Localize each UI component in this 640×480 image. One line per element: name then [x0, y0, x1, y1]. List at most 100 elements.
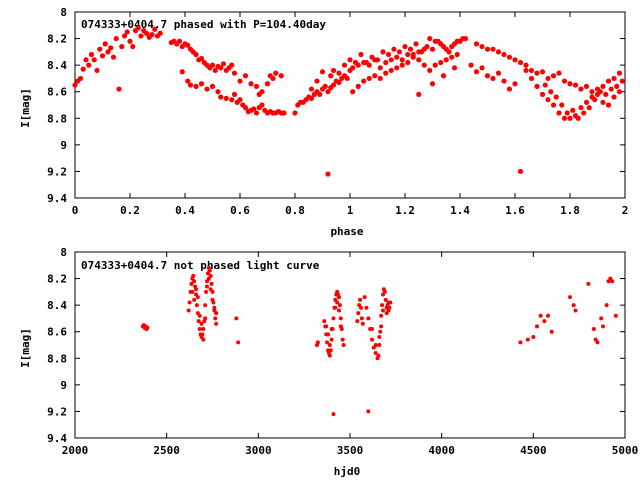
phased-data-point — [127, 38, 133, 44]
phased-data-point — [135, 25, 141, 31]
unphased-data-point — [234, 316, 239, 321]
phased-data-point — [193, 83, 199, 89]
unphased-x-axis-label: hjd0 — [334, 465, 361, 478]
phased-data-point — [319, 69, 326, 75]
phased-data-point — [179, 69, 185, 75]
phased-data-point — [355, 62, 361, 68]
unphased-y-tick-label: 9 — [60, 379, 67, 392]
unphased-data-point — [383, 297, 388, 302]
unphased-data-point — [599, 316, 604, 321]
phased-data-point — [124, 29, 130, 35]
phased-data-point — [336, 70, 342, 76]
phased-data-point — [619, 78, 625, 84]
unphased-data-point — [192, 279, 197, 284]
unphased-data-point — [382, 289, 387, 294]
unphased-data-point — [338, 316, 343, 321]
phased-data-point — [572, 82, 579, 88]
phased-data-point — [553, 94, 559, 100]
unphased-data-point — [315, 340, 320, 345]
phased-data-point — [556, 70, 562, 76]
unphased-data-point — [210, 297, 215, 302]
unphased-data-point — [531, 335, 536, 340]
phased-data-point — [355, 83, 361, 89]
phased-data-point — [264, 81, 271, 87]
phased-data-point — [473, 41, 480, 47]
unphased-data-point — [331, 412, 336, 417]
unphased-data-point — [214, 321, 219, 326]
phased-data-point — [116, 86, 122, 92]
phased-data-point — [292, 110, 298, 116]
phased-data-point — [350, 65, 356, 71]
phased-data-point — [198, 55, 205, 62]
phased-data-point — [429, 81, 436, 87]
unphased-data-point — [207, 268, 212, 273]
phased-panel: 074333+0404.7 phased with P=104.40day ph… — [19, 6, 628, 238]
phased-data-point — [534, 70, 540, 76]
phased-data-point — [443, 46, 449, 52]
unphased-data-point — [542, 319, 547, 324]
phased-data-point — [454, 38, 460, 44]
unphased-data-point — [373, 350, 378, 355]
phased-data-point — [220, 61, 227, 67]
phased-y-tick-label: 9 — [60, 139, 67, 152]
unphased-data-point — [208, 287, 213, 292]
unphased-data-point — [203, 303, 208, 308]
unphased-data-point — [236, 340, 241, 345]
unphased-x-tick-label: 4000 — [428, 444, 455, 457]
phased-data-point — [416, 57, 422, 63]
phased-data-point — [361, 59, 367, 66]
unphased-data-point — [199, 321, 204, 326]
unphased-x-tick-label: 2500 — [153, 444, 180, 457]
phased-data-point — [501, 78, 507, 84]
phased-data-point — [358, 51, 364, 58]
phased-data-point — [506, 86, 513, 92]
phased-data-point — [523, 67, 529, 74]
unphased-y-tick-label: 8.6 — [47, 326, 67, 339]
phased-data-point — [209, 62, 216, 68]
phased-data-point — [237, 78, 243, 84]
unphased-data-point — [356, 311, 361, 316]
phased-data-point — [223, 95, 229, 101]
phased-x-tick-label: 1.6 — [505, 204, 525, 217]
phased-data-point — [325, 89, 331, 95]
phased-data-point — [242, 73, 249, 79]
unphased-x-tick-label: 2000 — [62, 444, 89, 457]
unphased-data-point — [197, 327, 202, 332]
phased-data-point — [317, 91, 323, 97]
phased-data-point — [399, 57, 405, 63]
unphased-data-point — [341, 343, 346, 347]
phased-data-point — [372, 73, 378, 79]
phased-data-point — [385, 51, 392, 58]
phased-data-point — [517, 59, 524, 66]
phased-data-point — [484, 73, 491, 79]
unphased-data-point — [549, 329, 554, 334]
unphased-y-axis-label: I[mag] — [19, 328, 32, 368]
unphased-data-point — [333, 305, 338, 310]
phased-data-point — [438, 59, 444, 66]
phased-data-point — [157, 30, 163, 36]
phased-data-point — [341, 62, 348, 68]
phased-data-point — [421, 62, 427, 68]
phased-data-point — [396, 49, 403, 55]
phased-data-point — [605, 78, 612, 84]
phased-data-point — [449, 54, 455, 60]
unphased-data-point — [204, 289, 209, 294]
phased-data-point — [152, 26, 158, 32]
phased-data-point — [97, 46, 103, 52]
phased-data-point — [429, 46, 436, 52]
phased-data-point — [204, 86, 210, 92]
unphased-data-point — [591, 327, 596, 332]
unphased-data-point — [370, 337, 374, 342]
unphased-data-point — [373, 343, 378, 347]
phased-data-point — [377, 75, 383, 82]
phased-data-point — [542, 82, 548, 88]
unphased-y-tick-label: 8.4 — [47, 299, 67, 312]
phased-data-point — [611, 94, 617, 100]
phased-data-point — [347, 57, 353, 63]
unphased-data-point — [145, 325, 150, 330]
phased-y-tick-label: 9.2 — [47, 165, 67, 178]
phased-data-point — [185, 42, 191, 48]
unphased-data-point — [196, 319, 201, 324]
phased-data-point — [586, 105, 592, 111]
phased-data-point — [336, 79, 342, 86]
